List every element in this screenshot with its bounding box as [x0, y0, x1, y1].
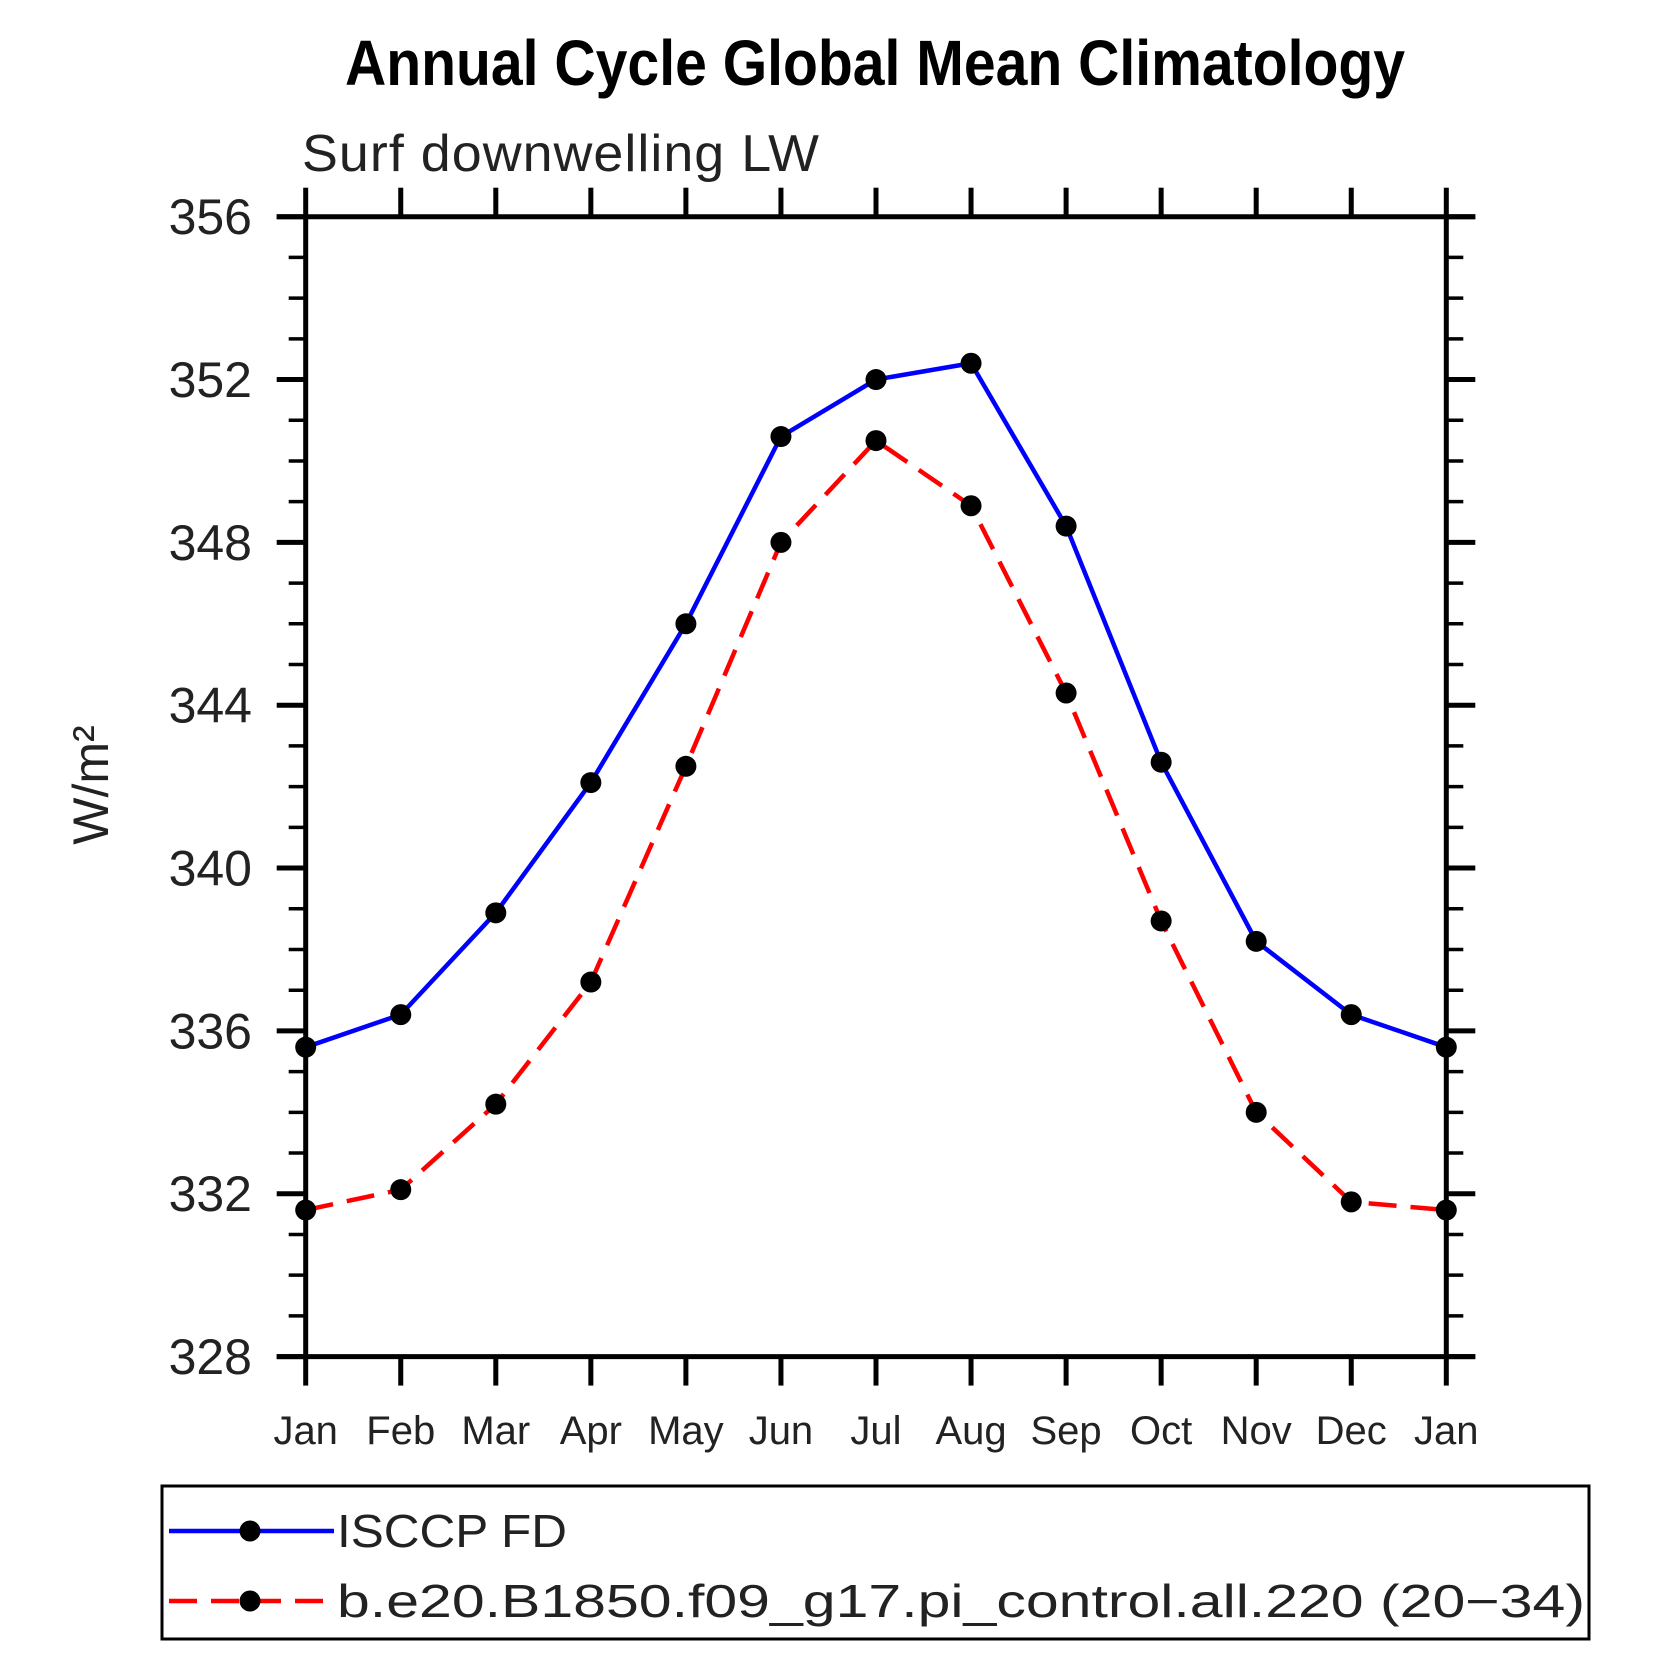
data-point-marker — [390, 1004, 412, 1026]
data-point-marker — [1340, 1191, 1362, 1213]
legend-label: b.e20.B1850.f09_g17.pi_control.all.220 (… — [337, 1575, 1585, 1627]
legend-row: ISCCP FD — [169, 1505, 567, 1557]
data-point-marker — [1055, 515, 1077, 537]
x-tick-label: Feb — [366, 1409, 435, 1453]
legend-box — [160, 1484, 1591, 1641]
data-series — [295, 352, 1457, 1221]
data-point-marker — [1435, 1199, 1457, 1221]
data-point-marker — [960, 495, 982, 517]
x-tick-label: Apr — [560, 1409, 622, 1453]
series-model — [295, 430, 1457, 1221]
legend-marker — [239, 1520, 261, 1542]
y-tick-labels: 356 352 348 344 340 336 332 328 — [169, 189, 252, 1385]
legend: ISCCP FD b.e20.B1850.f09_g17.pi_control.a… — [160, 1484, 1591, 1641]
y-tick-label: 344 — [169, 678, 252, 734]
data-point-marker — [770, 531, 792, 553]
data-point-marker — [390, 1179, 412, 1201]
chart-title: Annual Cycle Global Mean Climatology — [345, 27, 1405, 99]
data-point-marker — [1245, 930, 1267, 952]
chart-subtitle: Surf downwelling LW — [302, 125, 820, 183]
y-tick-label: 336 — [169, 1003, 252, 1059]
data-point-marker — [1435, 1036, 1457, 1058]
y-tick-label: 328 — [169, 1329, 252, 1385]
legend-label: ISCCP FD — [337, 1505, 567, 1557]
y-tick-label: 332 — [169, 1166, 252, 1222]
x-tick-label: May — [648, 1409, 724, 1453]
legend-row: b.e20.B1850.f09_g17.pi_control.all.220 (… — [169, 1575, 1585, 1627]
x-tick-label: Jul — [850, 1409, 901, 1453]
data-point-marker — [960, 352, 982, 374]
series-line — [304, 360, 1448, 1050]
x-tick-label: Jan — [273, 1409, 338, 1453]
y-tick-label: 352 — [169, 352, 252, 408]
x-tick-label: Jun — [749, 1409, 814, 1453]
series-isccp-fd — [295, 352, 1457, 1058]
data-point-marker — [485, 902, 507, 924]
y-tick-label: 348 — [169, 515, 252, 571]
legend-marker — [239, 1590, 261, 1612]
series-line — [305, 437, 1447, 1213]
data-point-marker — [865, 369, 887, 391]
y-tick-label: 356 — [169, 189, 252, 245]
data-point-marker — [580, 772, 602, 794]
x-tick-label: Aug — [935, 1409, 1006, 1453]
y-tick-label: 340 — [169, 841, 252, 897]
data-point-marker — [1340, 1004, 1362, 1026]
data-point-marker — [295, 1036, 317, 1058]
data-point-marker — [865, 430, 887, 452]
data-point-marker — [485, 1093, 507, 1115]
data-point-marker — [675, 613, 697, 635]
x-tick-label: Mar — [461, 1409, 530, 1453]
y-axis-title: W/m² — [63, 725, 119, 844]
data-point-marker — [1150, 751, 1172, 773]
x-tick-labels: Jan Feb Mar Apr May Jun Jul Aug Sep Oct Nov Dec Jan — [273, 1409, 1478, 1453]
data-point-marker — [1150, 910, 1172, 932]
x-tick-label: Sep — [1031, 1409, 1102, 1453]
data-point-marker — [1245, 1101, 1267, 1123]
data-point-marker — [580, 971, 602, 993]
x-axis-ticks — [303, 187, 1449, 1386]
data-point-marker — [1055, 682, 1077, 704]
y-axis-ticks — [276, 214, 1476, 1360]
data-point-marker — [295, 1199, 317, 1221]
data-point-marker — [770, 426, 792, 448]
x-tick-label: Jan — [1414, 1409, 1479, 1453]
x-tick-label: Oct — [1130, 1409, 1192, 1453]
data-point-marker — [675, 755, 697, 777]
x-tick-label: Nov — [1221, 1409, 1292, 1453]
x-tick-label: Dec — [1316, 1409, 1387, 1453]
